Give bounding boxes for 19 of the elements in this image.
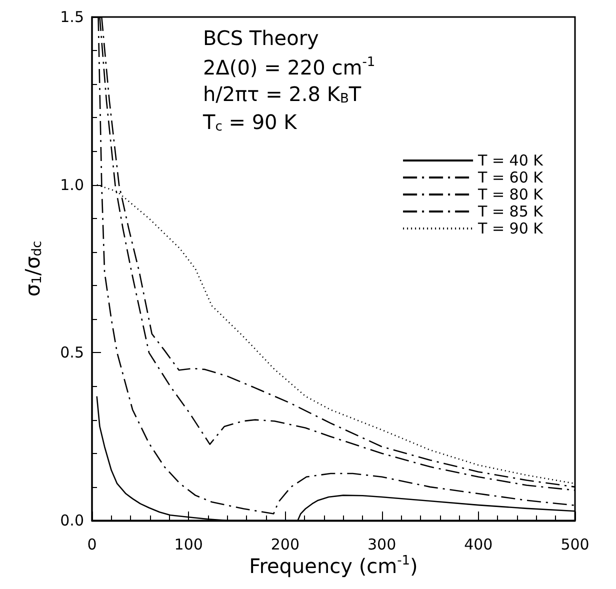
- legend-label: T = 85 K: [477, 202, 544, 220]
- legend-label: T = 40 K: [477, 152, 544, 170]
- annotation: BCS Theory: [203, 26, 320, 50]
- annotation: Tc = 90 K: [202, 110, 298, 134]
- legend-label: T = 90 K: [477, 220, 544, 238]
- y-tick-label: 1.5: [60, 8, 84, 26]
- x-tick-label: 300: [367, 536, 396, 554]
- x-tick-label: 400: [464, 536, 493, 554]
- legend-label: T = 80 K: [477, 186, 544, 204]
- y-tick-label: 0.0: [60, 512, 84, 530]
- annotation: h/2πτ = 2.8 KBT: [203, 82, 362, 106]
- y-axis-title: σ1/σdc: [20, 240, 45, 297]
- y-tick-label: 1.0: [60, 176, 84, 194]
- y-tick-label: 0.5: [60, 344, 84, 362]
- x-tick-label: 100: [174, 536, 203, 554]
- x-tick-label: 200: [270, 536, 300, 554]
- x-tick-label: 0: [87, 536, 97, 554]
- x-tick-label: 500: [560, 536, 590, 554]
- legend-label: T = 60 K: [477, 168, 544, 186]
